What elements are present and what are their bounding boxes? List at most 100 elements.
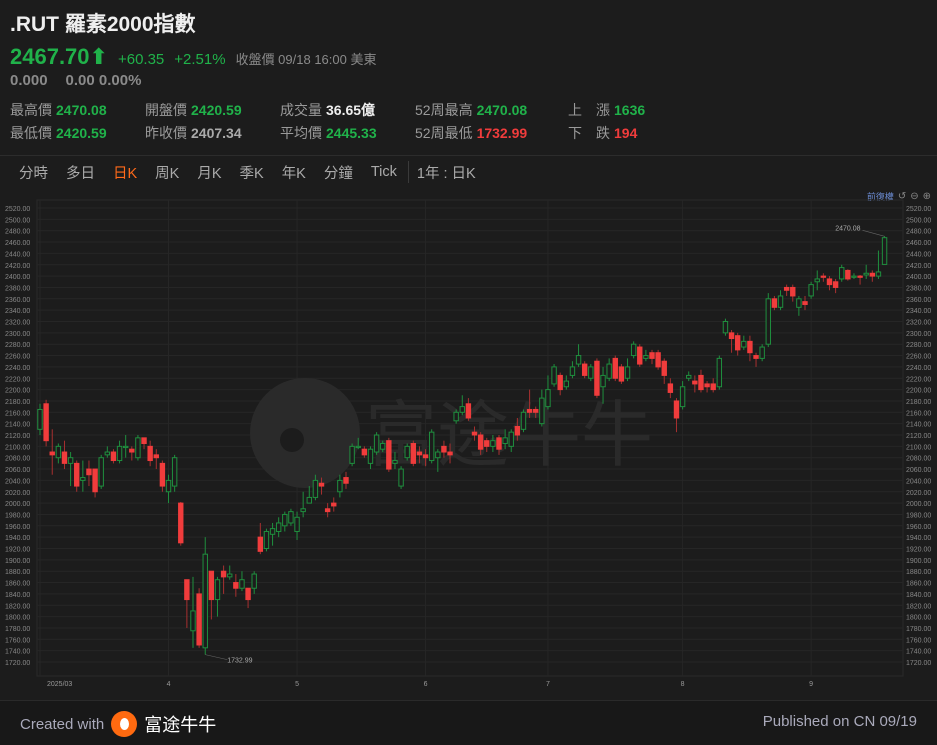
candle-body [116,445,123,462]
candle [55,443,62,464]
candle-body [61,451,68,464]
y-tick-label-left: 2520.00 [5,206,30,213]
candle [881,236,888,265]
candle [496,435,502,455]
candle [49,429,55,475]
tab-quarterly-k[interactable]: 季K [239,165,264,182]
adjust-mode-button[interactable]: 前復權 [866,192,894,202]
candle [288,508,294,526]
chart-svg[interactable]: 富途牛牛 1720.00 1720.00 1740.00 1740.00 1760.00… [0,188,937,700]
candle [312,474,319,501]
zoom-in-icon[interactable]: ⊕ [922,191,931,202]
candle [428,429,435,464]
candle-body [581,363,588,376]
candle-body [129,448,135,453]
annotation-label: 1732.99 [227,658,252,665]
y-tick-label-right: 1840.00 [906,592,931,599]
tab-intraday[interactable]: 分時 [19,165,48,182]
candle [37,403,43,435]
close-status: 收盤價 09/18 16:00 美東 [235,52,377,67]
x-tick-label: 6 [424,681,428,688]
undo-icon[interactable]: ↺ [897,191,907,202]
y-tick-label-right: 2520.00 [906,206,931,213]
plot-border [36,199,904,677]
candle-body [734,335,741,351]
tab-weekly-k[interactable]: 周K [155,165,180,182]
candle [820,273,827,282]
candle-body [355,445,361,449]
candle-body [147,445,153,462]
candle-body [196,593,202,646]
candle-body [832,281,839,288]
candle-body [557,374,563,391]
candle [380,440,386,453]
tab-tick[interactable]: Tick [370,164,397,180]
candle-body [349,445,355,464]
sub-change: 0.00 0.00% [65,72,142,89]
candle [263,528,270,552]
y-tick-label-left: 2460.00 [5,240,30,247]
candle-body [490,440,496,447]
candle [165,474,172,504]
period-selector[interactable]: 1年 : 日K [416,165,476,182]
published-date: Published on CN 09/19 [762,713,917,730]
candle-body [826,278,833,286]
candle [477,432,484,455]
candle-body [171,457,178,487]
candle-body [514,425,521,436]
candle [575,344,582,367]
y-tick-label-left: 1740.00 [5,649,30,656]
stat-label: 下 跌 [568,125,610,141]
x-tick-label: 4 [167,681,171,688]
last-price: 2467.70⬆ [10,44,108,69]
y-tick-label-left: 1820.00 [5,603,30,610]
candle [135,435,141,461]
arrow-up-icon: ⬆ [89,44,108,69]
candle [533,406,539,418]
candle-body [783,286,790,291]
candle-body [337,479,343,493]
candle [551,364,557,387]
y-tick-label-right: 1900.00 [906,558,931,565]
candle [331,497,337,512]
candle [404,443,410,461]
y-tick-label-left: 2220.00 [5,376,30,383]
y-tick-label-right: 1960.00 [906,524,931,531]
candle-body [704,383,710,388]
candle-body [233,582,239,589]
candle [282,511,288,532]
candle [116,440,123,464]
y-tick-label-right: 1820.00 [906,603,931,610]
candle-body [416,451,423,456]
candle-body [263,530,270,550]
candle [343,471,349,489]
tab-multi-day[interactable]: 多日 [66,165,95,182]
candlestick-chart[interactable]: 富途牛牛 1720.00 1720.00 1740.00 1740.00 1760.00… [0,188,937,700]
candle-body [643,355,649,359]
tab-minute[interactable]: 分鐘 [323,165,353,182]
y-tick-label-right: 1780.00 [906,626,931,633]
candle-body [153,454,159,459]
candle [649,349,655,365]
y-tick-label-left: 2420.00 [5,263,30,270]
candle-body [331,502,337,507]
candle-body [759,346,765,359]
candle [734,332,741,356]
tab-monthly-k[interactable]: 月K [197,165,222,182]
candle [765,293,771,348]
y-tick-label-right: 2360.00 [906,297,931,304]
candle [294,511,300,540]
y-tick-label-right: 2420.00 [906,263,931,270]
y-tick-label-left: 2100.00 [5,444,30,451]
y-tick-label-left: 1940.00 [5,535,30,542]
tab-yearly-k[interactable]: 年K [281,165,306,182]
y-tick-label-right: 1720.00 [906,660,931,667]
candle-body [465,403,472,419]
candle [67,452,74,487]
zoom-out-icon[interactable]: ⊖ [910,191,919,202]
candle [643,349,649,362]
candle [796,295,802,316]
tab-daily-k[interactable]: 日K [113,165,138,182]
stat-label: 上 漲 [568,102,610,118]
candle-body [820,275,827,278]
